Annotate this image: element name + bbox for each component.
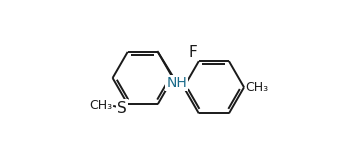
Text: S: S	[117, 101, 126, 116]
Text: NH: NH	[166, 76, 187, 90]
Text: F: F	[189, 45, 197, 60]
Text: CH₃: CH₃	[246, 81, 269, 94]
Text: CH₃: CH₃	[89, 99, 112, 112]
